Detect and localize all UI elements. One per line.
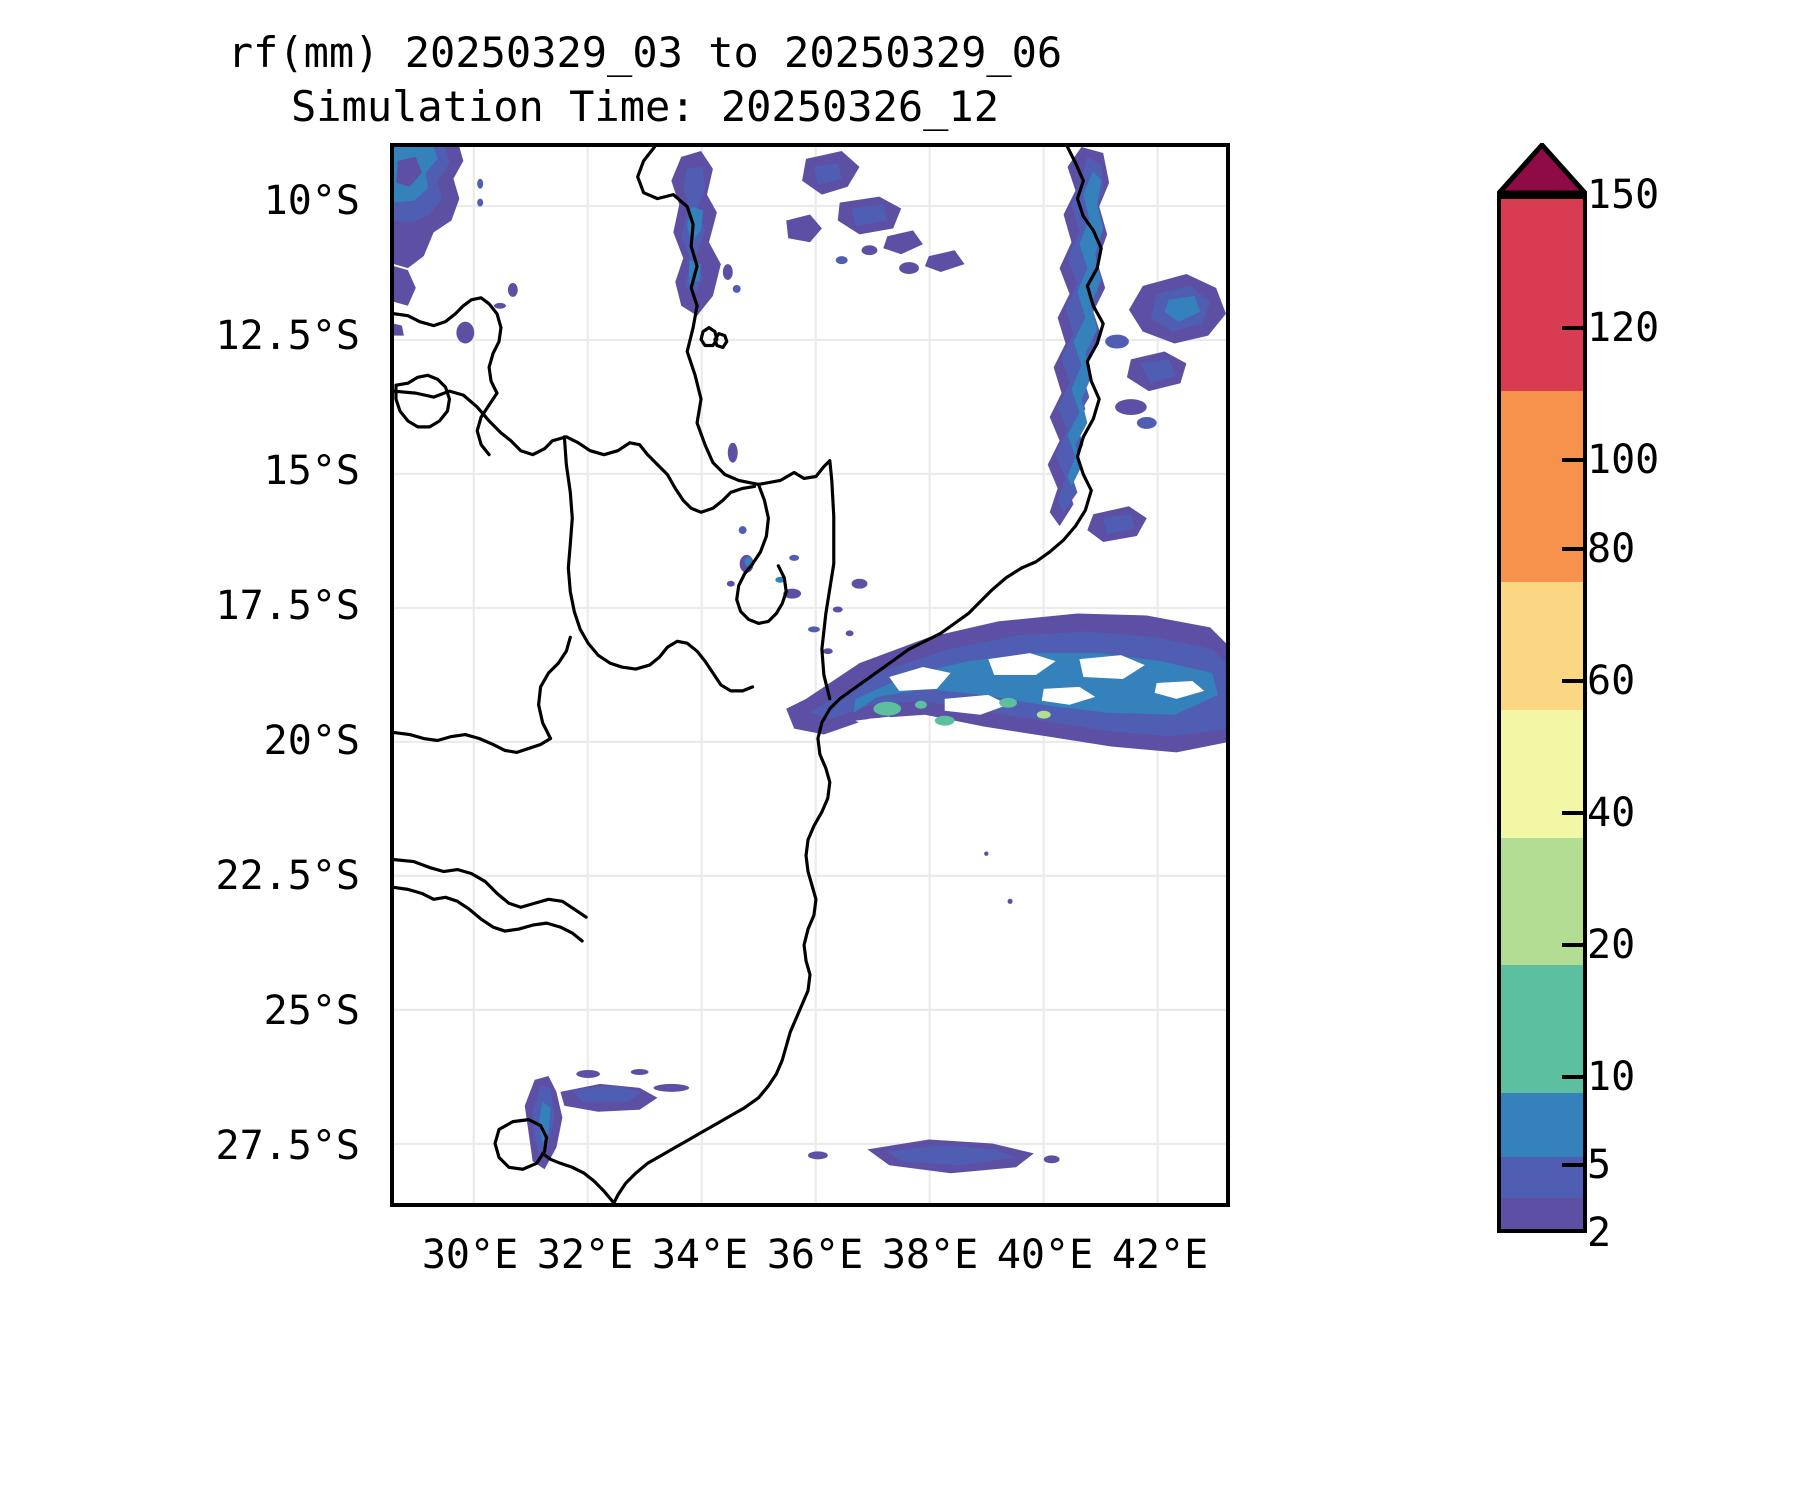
colorbar-label-60: 60 (1587, 658, 1636, 704)
map-plot-area (390, 143, 1230, 1207)
ytick-label-3: 17.5°S (215, 583, 361, 629)
xtick-label-5: 40°E (996, 1232, 1094, 1278)
rainfall-region-offshore-dots (984, 851, 1013, 904)
map-gridlines (394, 147, 1226, 1203)
colorbar-bands (1497, 195, 1587, 1233)
xtick-label-4: 38°E (881, 1232, 979, 1278)
ytick-label-0: 10°S (263, 178, 360, 224)
colorbar-extend-arrow-icon (1497, 143, 1587, 195)
title-line-2: Simulation Time: 20250326_12 (290, 81, 999, 131)
ytick-label-7: 27.5°S (215, 1123, 361, 1169)
xtick-label-0: 30°E (421, 1232, 519, 1278)
colorbar-band-120-150 (1501, 199, 1583, 391)
colorbar-label-2: 2 (1587, 1210, 1612, 1256)
colorbar-label-20: 20 (1587, 922, 1636, 968)
colorbar-band-2-5 (1501, 1198, 1583, 1229)
colorbar-tickmark-60 (1562, 679, 1584, 683)
ytick-label-4: 20°S (263, 718, 360, 764)
colorbar-tickmark-100 (1562, 458, 1584, 462)
colorbar-label-5: 5 (1587, 1142, 1612, 1188)
colorbar-tickmark-80 (1562, 547, 1584, 551)
xtick-label-6: 42°E (1111, 1232, 1209, 1278)
colorbar-label-120: 120 (1587, 305, 1660, 351)
colorbar-label-150: 150 (1587, 172, 1660, 218)
rainfall-region-north-interior (786, 150, 965, 275)
map-svg (394, 147, 1226, 1203)
xtick-label-2: 34°E (651, 1232, 749, 1278)
rainfall-region-central-coast (726, 442, 1226, 753)
colorbar[interactable] (1497, 143, 1587, 1233)
colorbar-tickmark-20 (1562, 943, 1584, 947)
colorbar-label-10: 10 (1587, 1054, 1636, 1100)
colorbar-band-60-80 (1501, 709, 1583, 838)
colorbar-tickmark-10 (1562, 1075, 1584, 1079)
xtick-label-3: 36°E (766, 1232, 864, 1278)
colorbar-tickmark-150 (1562, 193, 1584, 197)
colorbar-band-80-100 (1501, 582, 1583, 710)
colorbar-band-100-120 (1501, 390, 1583, 583)
colorbar-tickmark-120 (1562, 326, 1584, 330)
chart-title: rf(mm) 20250329_03 to 20250329_06 Simula… (0, 26, 1290, 134)
ytick-label-1: 12.5°S (215, 313, 361, 359)
rainfall-region-ne-coast (1047, 147, 1226, 543)
colorbar-label-100: 100 (1587, 437, 1660, 483)
rainfall-region-nw (394, 147, 518, 344)
ytick-label-2: 15°S (263, 448, 360, 494)
title-line-1: rf(mm) 20250329_03 to 20250329_06 (227, 28, 1063, 77)
ytick-label-6: 25°S (263, 988, 360, 1034)
colorbar-band-20-40 (1501, 965, 1583, 1094)
rainfall-region-south (524, 1069, 1060, 1174)
ytick-label-5: 22.5°S (215, 853, 361, 899)
map-boundaries (394, 147, 1105, 1203)
colorbar-tickmark-2 (1562, 1229, 1584, 1233)
colorbar-label-40: 40 (1587, 790, 1636, 836)
colorbar-tickmark-5 (1562, 1163, 1584, 1167)
colorbar-label-80: 80 (1587, 526, 1636, 572)
colorbar-tickmark-40 (1562, 811, 1584, 815)
colorbar-band-10-20 (1501, 1093, 1583, 1157)
xtick-label-1: 32°E (536, 1232, 634, 1278)
